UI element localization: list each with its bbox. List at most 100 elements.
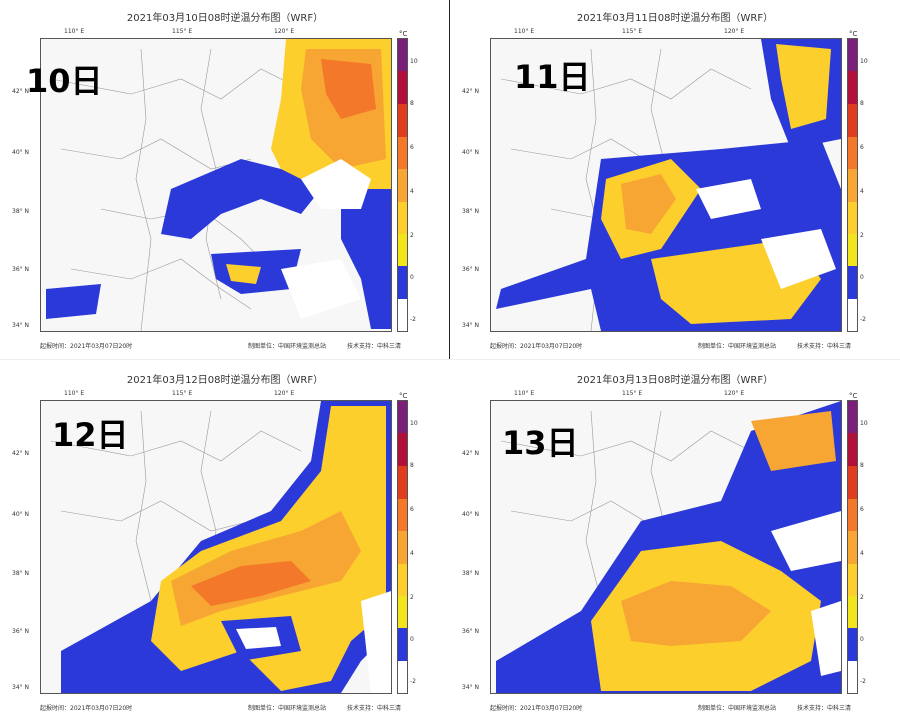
colorbar-segment xyxy=(848,401,857,433)
colorbar-segment xyxy=(848,71,857,104)
colorbar-tick: 6 xyxy=(860,144,864,151)
colorbar-segment xyxy=(398,564,407,596)
colorbar-segment xyxy=(848,628,857,661)
colorbar xyxy=(397,38,408,332)
map-panel-11: 2021年03月11日08时逆温分布图（WRF） 110° E 115° E 1… xyxy=(452,2,898,354)
map-panel-10: 2021年03月10日08时逆温分布图（WRF） 110° E 115° E 1… xyxy=(2,2,448,354)
lon-label: 115° E xyxy=(172,28,193,35)
colorbar-tick: 4 xyxy=(860,188,864,195)
colorbar-tick: -2 xyxy=(410,678,416,685)
lat-label: 38° N xyxy=(12,208,30,215)
colorbar-tick: 6 xyxy=(410,506,414,513)
lat-label: 38° N xyxy=(462,570,480,577)
colorbar-segment xyxy=(398,628,407,661)
lat-label: 42° N xyxy=(12,88,30,95)
colorbar-tick: 8 xyxy=(410,462,414,469)
lat-label: 34° N xyxy=(462,684,480,691)
colorbar-segment xyxy=(848,39,857,71)
colorbar-tick: 10 xyxy=(410,58,418,65)
colorbar-segment xyxy=(398,661,407,693)
lon-label: 120° E xyxy=(724,390,745,397)
map-graphic xyxy=(41,401,391,693)
colorbar-tick: 6 xyxy=(860,506,864,513)
footer-producer: 制图单位：中国环境监测总站 xyxy=(248,343,327,350)
colorbar-segment xyxy=(398,234,407,266)
inversion-map xyxy=(490,38,842,332)
colorbar-segment xyxy=(398,499,407,531)
colorbar-tick: 2 xyxy=(410,232,414,239)
panel-divider xyxy=(449,0,450,359)
footer-issued: 起报时间：2021年03月07日20时 xyxy=(490,343,583,350)
lon-label: 120° E xyxy=(724,28,745,35)
colorbar-segment xyxy=(398,433,407,466)
lon-label: 115° E xyxy=(622,28,643,35)
colorbar-segment xyxy=(848,137,857,169)
colorbar-segment xyxy=(398,299,407,331)
lon-label: 110° E xyxy=(514,390,535,397)
colorbar-tick: 2 xyxy=(860,232,864,239)
colorbar-segment xyxy=(848,266,857,299)
map-panel-12: 2021年03月12日08时逆温分布图（WRF） 110° E 115° E 1… xyxy=(2,364,448,716)
lat-label: 34° N xyxy=(12,684,30,691)
lon-label: 110° E xyxy=(514,28,535,35)
lat-label: 36° N xyxy=(462,266,480,273)
inversion-map xyxy=(490,400,842,694)
lon-label: 110° E xyxy=(64,390,85,397)
footer-support: 技术支持：中科三清 xyxy=(797,705,852,712)
map-graphic xyxy=(491,39,841,331)
lon-label: 110° E xyxy=(64,28,85,35)
colorbar-tick: 10 xyxy=(410,420,418,427)
lat-label: 42° N xyxy=(462,450,480,457)
map-panel-13: 2021年03月13日08时逆温分布图（WRF） 110° E 115° E 1… xyxy=(452,364,898,716)
colorbar-unit: °C xyxy=(849,392,858,400)
lat-label: 34° N xyxy=(12,322,30,329)
lat-label: 40° N xyxy=(12,511,30,518)
colorbar-tick: 0 xyxy=(860,274,864,281)
colorbar-segment xyxy=(398,401,407,433)
lat-label: 42° N xyxy=(12,450,30,457)
panel-title: 2021年03月10日08时逆温分布图（WRF） xyxy=(126,13,324,24)
colorbar-segment xyxy=(398,202,407,234)
colorbar xyxy=(847,400,858,694)
colorbar-segment xyxy=(398,137,407,169)
panel-title: 2021年03月12日08时逆温分布图（WRF） xyxy=(126,375,324,386)
footer-producer: 制图单位：中国环境监测总站 xyxy=(698,705,777,712)
colorbar-segment xyxy=(848,169,857,202)
day-label: 12日 xyxy=(52,416,129,454)
panel-title: 2021年03月11日08时逆温分布图（WRF） xyxy=(576,13,774,24)
colorbar-tick: -2 xyxy=(860,316,866,323)
colorbar-tick: 4 xyxy=(860,550,864,557)
colorbar-tick: 8 xyxy=(860,100,864,107)
colorbar-segment xyxy=(848,564,857,596)
footer-support: 技术支持：中科三清 xyxy=(797,343,852,350)
colorbar-segment xyxy=(848,234,857,266)
lat-label: 36° N xyxy=(462,628,480,635)
colorbar-tick: 0 xyxy=(860,636,864,643)
colorbar-segment xyxy=(848,299,857,331)
colorbar-segment xyxy=(848,499,857,531)
colorbar-segment xyxy=(848,596,857,628)
colorbar-segment xyxy=(848,104,857,137)
colorbar-tick: 2 xyxy=(410,594,414,601)
lat-label: 40° N xyxy=(12,149,30,156)
panel-title: 2021年03月13日08时逆温分布图（WRF） xyxy=(576,375,774,386)
lat-label: 36° N xyxy=(12,266,30,273)
footer-support: 技术支持：中科三清 xyxy=(347,343,402,350)
day-label: 11日 xyxy=(514,58,591,96)
day-label: 10日 xyxy=(26,62,103,100)
lon-label: 120° E xyxy=(274,390,295,397)
colorbar-segment xyxy=(398,39,407,71)
map-graphic xyxy=(491,401,841,693)
footer-issued: 起报时间：2021年03月07日20时 xyxy=(40,343,133,350)
colorbar-segment xyxy=(848,661,857,693)
colorbar-segment xyxy=(398,169,407,202)
inversion-map xyxy=(40,38,392,332)
lat-label: 38° N xyxy=(12,570,30,577)
colorbar-tick: 0 xyxy=(410,274,414,281)
colorbar-tick: 10 xyxy=(860,58,868,65)
colorbar-tick: -2 xyxy=(410,316,416,323)
colorbar-tick: 10 xyxy=(860,420,868,427)
colorbar-tick: 0 xyxy=(410,636,414,643)
inversion-map xyxy=(40,400,392,694)
colorbar xyxy=(397,400,408,694)
